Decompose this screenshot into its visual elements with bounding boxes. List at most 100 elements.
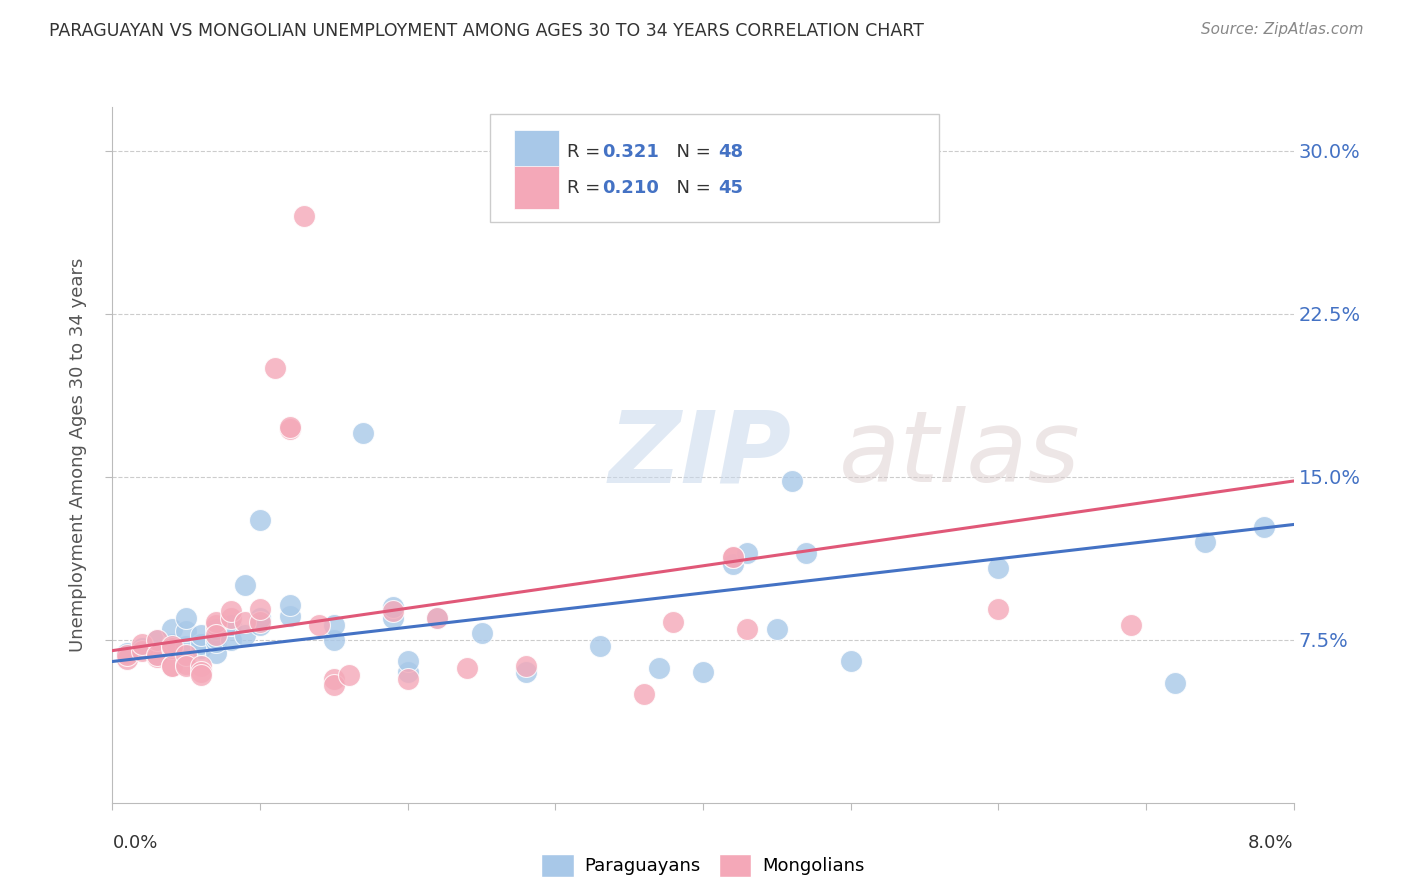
Text: 45: 45: [718, 178, 744, 197]
Text: R =: R =: [567, 178, 606, 197]
Point: [1194, 535, 1216, 549]
Point: [233, 615, 256, 630]
Point: [323, 672, 346, 686]
Point: [160, 622, 183, 636]
Point: [205, 646, 228, 660]
Point: [471, 626, 494, 640]
Point: [337, 667, 360, 681]
Point: [515, 658, 537, 673]
Point: [987, 602, 1010, 616]
Point: [292, 209, 315, 223]
Point: [382, 605, 405, 619]
Text: N =: N =: [665, 178, 717, 197]
Point: [264, 360, 287, 375]
Point: [396, 665, 419, 680]
Point: [249, 617, 271, 632]
Point: [205, 628, 228, 642]
Point: [987, 561, 1010, 575]
Point: [249, 611, 271, 625]
Point: [1253, 519, 1275, 533]
Point: [160, 658, 183, 673]
Text: 0.321: 0.321: [603, 143, 659, 161]
Point: [323, 678, 346, 692]
Point: [249, 602, 271, 616]
Y-axis label: Unemployment Among Ages 30 to 34 years: Unemployment Among Ages 30 to 34 years: [69, 258, 87, 652]
Text: 0.210: 0.210: [603, 178, 659, 197]
Point: [190, 667, 212, 681]
FancyBboxPatch shape: [515, 166, 560, 210]
Point: [515, 665, 537, 680]
Point: [278, 422, 301, 436]
Point: [131, 643, 153, 657]
Point: [662, 615, 685, 630]
Text: Source: ZipAtlas.com: Source: ZipAtlas.com: [1201, 22, 1364, 37]
Text: 8.0%: 8.0%: [1249, 834, 1294, 852]
Point: [190, 641, 212, 656]
Point: [160, 639, 183, 653]
Point: [190, 658, 212, 673]
Point: [205, 631, 228, 645]
Point: [323, 632, 346, 647]
Point: [1119, 617, 1142, 632]
Point: [190, 628, 212, 642]
Text: 0.0%: 0.0%: [112, 834, 157, 852]
Point: [117, 648, 138, 662]
Point: [233, 578, 256, 592]
Text: PARAGUAYAN VS MONGOLIAN UNEMPLOYMENT AMONG AGES 30 TO 34 YEARS CORRELATION CHART: PARAGUAYAN VS MONGOLIAN UNEMPLOYMENT AMO…: [49, 22, 924, 40]
Point: [396, 655, 419, 669]
Point: [249, 513, 271, 527]
FancyBboxPatch shape: [491, 114, 939, 222]
Point: [117, 652, 138, 666]
Point: [249, 615, 271, 630]
Point: [721, 550, 744, 565]
Point: [146, 648, 169, 662]
Point: [219, 605, 242, 619]
Point: [692, 665, 714, 680]
Point: [1164, 676, 1187, 690]
Text: ZIP: ZIP: [609, 407, 792, 503]
Point: [174, 657, 197, 671]
Text: R =: R =: [567, 143, 606, 161]
Point: [146, 632, 169, 647]
Point: [205, 615, 228, 630]
Point: [588, 639, 610, 653]
Point: [278, 598, 301, 612]
Point: [117, 646, 138, 660]
Point: [352, 426, 374, 441]
Point: [737, 546, 759, 560]
Point: [190, 637, 212, 651]
Point: [456, 661, 478, 675]
FancyBboxPatch shape: [515, 130, 560, 173]
Point: [426, 611, 449, 625]
Point: [721, 550, 744, 565]
Point: [308, 617, 330, 632]
Point: [160, 658, 183, 673]
Point: [278, 419, 301, 434]
Point: [633, 687, 655, 701]
Point: [205, 617, 228, 632]
Point: [796, 546, 818, 560]
Point: [160, 641, 183, 656]
Legend: Paraguayans, Mongolians: Paraguayans, Mongolians: [534, 847, 872, 884]
Point: [205, 622, 228, 636]
Point: [426, 611, 449, 625]
Point: [323, 617, 346, 632]
Point: [780, 474, 803, 488]
Point: [233, 628, 256, 642]
Point: [174, 624, 197, 638]
Point: [219, 617, 242, 632]
Point: [190, 665, 212, 680]
Text: 48: 48: [718, 143, 744, 161]
Point: [278, 608, 301, 623]
Point: [174, 658, 197, 673]
Point: [839, 655, 862, 669]
Point: [131, 641, 153, 656]
Point: [205, 635, 228, 649]
Point: [146, 648, 169, 662]
Point: [146, 650, 169, 665]
Point: [174, 611, 197, 625]
Point: [737, 622, 759, 636]
Point: [396, 672, 419, 686]
Point: [382, 611, 405, 625]
Point: [146, 632, 169, 647]
